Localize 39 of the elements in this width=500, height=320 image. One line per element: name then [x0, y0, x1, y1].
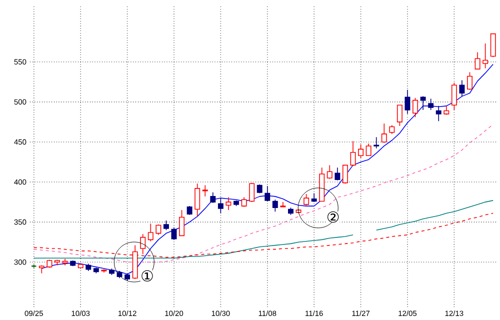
- candlestick: [163, 220, 169, 230]
- candlestick: [280, 202, 286, 208]
- candlestick: [467, 72, 472, 90]
- candlestick: [249, 182, 255, 202]
- candlestick: [140, 234, 146, 255]
- candlestick: [436, 106, 442, 122]
- candlestick: [374, 136, 380, 149]
- candlestick: [202, 184, 208, 197]
- candlestick: [218, 198, 224, 214]
- candlestick: [179, 210, 185, 236]
- candlestick: [490, 33, 496, 58]
- candlestick: [304, 194, 310, 206]
- candlestick: [264, 186, 270, 202]
- annotation: ①: [142, 270, 153, 282]
- candlestick: [366, 143, 372, 156]
- candlestick: [171, 227, 177, 240]
- candlestick: [412, 98, 418, 118]
- candlestick: [194, 183, 200, 217]
- candlestick: [381, 123, 387, 144]
- candlestick: [358, 144, 364, 158]
- candlestick: [451, 82, 457, 110]
- candlestick: [350, 140, 356, 166]
- candlestick: [226, 196, 232, 210]
- candlestick: [459, 80, 465, 97]
- candlestick: [342, 164, 348, 184]
- candlestick: [241, 196, 247, 208]
- candlestick: [148, 223, 154, 242]
- candlestick: [404, 90, 410, 114]
- candlestick: [334, 167, 340, 181]
- annotation: ②: [327, 211, 339, 223]
- candlestick: [156, 224, 162, 236]
- candlestick: [474, 52, 480, 70]
- candlestick: [482, 43, 488, 69]
- candlestick: [420, 96, 426, 110]
- candlestick: [326, 164, 332, 180]
- candlestick: [210, 192, 216, 204]
- candlestick: [272, 199, 278, 212]
- candlestick: [428, 98, 434, 110]
- candlestick: [396, 104, 402, 126]
